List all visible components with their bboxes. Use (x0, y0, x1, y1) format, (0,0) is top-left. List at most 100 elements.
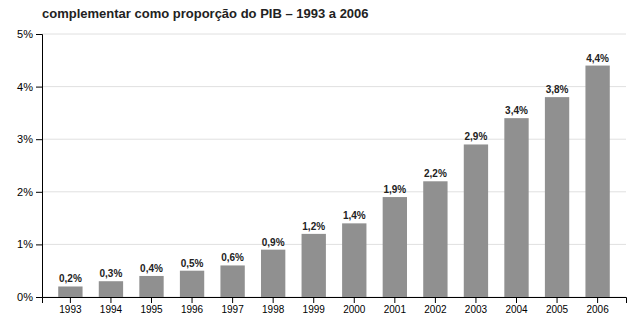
y-tick-mark (36, 87, 42, 88)
y-tick-mark (36, 297, 42, 298)
data-label: 3,8% (546, 84, 569, 95)
y-tick-label: 5% (17, 28, 33, 40)
bar (585, 66, 609, 297)
grid-line (42, 244, 626, 245)
data-label: 1,9% (383, 184, 406, 195)
bar (220, 265, 244, 297)
x-tick: 2005 (546, 297, 569, 315)
bar (261, 250, 285, 297)
x-tick-mark (435, 297, 436, 303)
x-tick: 1997 (221, 297, 244, 315)
data-label: 0,2% (59, 273, 82, 284)
x-tick-label: 1999 (303, 304, 326, 315)
y-tick-mark (36, 244, 42, 245)
x-tick-label: 2003 (465, 304, 488, 315)
grid-line (42, 139, 626, 140)
title: complementar como proporção do PIB – 199… (42, 6, 369, 21)
y-axis: 0% 1% 2% 3% 4% 5% (17, 28, 42, 303)
x-tick-mark (110, 297, 111, 303)
plot-area: 0% 1% 2% 3% 4% 5% 1993 1994 1995 1996 1997 1998 1999… (17, 28, 626, 315)
y-tick: 2% (17, 186, 42, 198)
x-tick-mark (475, 297, 476, 303)
y-tick-label: 1% (17, 238, 33, 250)
data-label: 0,5% (181, 258, 204, 269)
grid-line (42, 34, 626, 35)
x-tick-mark (516, 297, 517, 303)
bar (99, 281, 123, 297)
x-tick-label: 1998 (262, 304, 285, 315)
bar (139, 276, 163, 297)
bar (342, 223, 366, 297)
x-tick-label: 2000 (343, 304, 366, 315)
bar (504, 118, 528, 297)
data-label: 0,4% (140, 263, 163, 274)
x-tick: 1998 (262, 297, 285, 315)
y-tick-mark (36, 139, 42, 140)
x-tick: 1996 (181, 297, 204, 315)
x-tick-mark (354, 297, 355, 303)
y-tick: 0% (17, 291, 42, 303)
x-axis-line (43, 298, 627, 304)
bar (383, 197, 407, 297)
data-label: 2,9% (465, 131, 488, 142)
bar (423, 181, 447, 297)
data-label: 4,4% (586, 53, 609, 64)
x-tick-mark (151, 297, 152, 303)
x-tick-label: 2001 (384, 304, 407, 315)
x-tick: 2006 (586, 297, 609, 315)
x-tick-mark (273, 297, 274, 303)
x-tick: 1995 (140, 297, 163, 315)
x-tick-mark (394, 297, 395, 303)
y-tick: 3% (17, 133, 42, 145)
bar (545, 97, 569, 297)
x-tick-mark (597, 297, 598, 303)
x-tick-label: 2004 (505, 304, 528, 315)
x-tick-label: 2005 (546, 304, 569, 315)
x-tick: 1999 (303, 297, 326, 315)
x-axis: 1993 1994 1995 1996 1997 1998 1999 2000 2001 2002… (43, 297, 627, 315)
x-tick-label: 1994 (100, 304, 123, 315)
y-tick-mark (36, 192, 42, 193)
bar (464, 144, 488, 297)
x-tick-label: 2002 (424, 304, 447, 315)
bar (180, 271, 204, 297)
x-tick-mark (557, 297, 558, 303)
bar (58, 286, 82, 297)
data-label: 1,4% (343, 210, 366, 221)
y-tick-mark (36, 34, 42, 35)
y-tick-label: 4% (17, 81, 33, 93)
x-tick: 2004 (505, 297, 528, 315)
bar (302, 234, 326, 297)
data-labels: 0,2%0,3%0,4%0,5%0,6%0,9%1,2%1,4%1,9%2,2%… (59, 53, 609, 285)
data-label: 3,4% (505, 105, 528, 116)
y-tick: 5% (17, 28, 42, 40)
y-tick-label: 0% (17, 291, 33, 303)
data-label: 0,3% (100, 268, 123, 279)
data-label: 0,6% (221, 252, 244, 263)
y-tick: 1% (17, 238, 42, 250)
grid (42, 34, 626, 297)
x-tick-mark (70, 297, 71, 303)
x-tick-mark (313, 297, 314, 303)
x-tick-mark (232, 297, 233, 303)
chart-container: 0% 1% 2% 3% 4% 5% 1993 1994 1995 1996 1997 1998 1999… (0, 0, 640, 325)
y-tick-label: 2% (17, 186, 33, 198)
x-tick: 2001 (384, 297, 407, 315)
bars (58, 66, 610, 297)
x-tick: 1994 (100, 297, 123, 315)
x-tick-label: 1993 (59, 304, 82, 315)
data-label: 2,2% (424, 168, 447, 179)
y-tick-label: 3% (17, 133, 33, 145)
x-tick-label: 1997 (221, 304, 244, 315)
chart-svg: 0% 1% 2% 3% 4% 5% 1993 1994 1995 1996 1997 1998 1999… (0, 0, 640, 325)
x-tick-label: 2006 (586, 304, 609, 315)
x-tick-mark (192, 297, 193, 303)
x-tick-label: 1996 (181, 304, 204, 315)
y-axis-line (36, 35, 43, 298)
grid-line (42, 86, 626, 87)
x-tick: 1993 (59, 297, 82, 315)
y-tick: 4% (17, 81, 42, 93)
x-tick-label: 1995 (140, 304, 163, 315)
x-tick: 2003 (465, 297, 488, 315)
data-label: 1,2% (302, 221, 325, 232)
